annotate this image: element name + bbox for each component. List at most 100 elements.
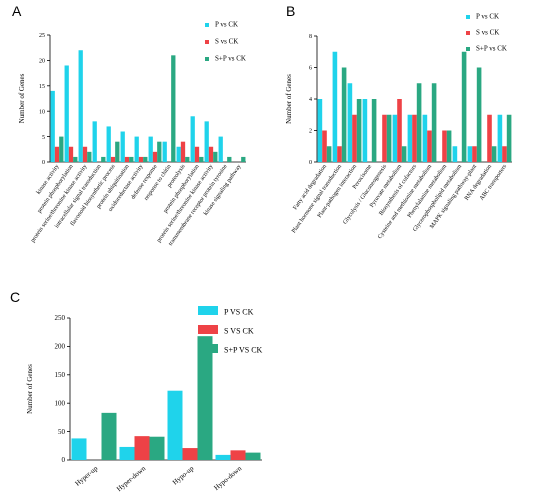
bar-sp (431, 83, 437, 162)
bar-p (78, 50, 83, 162)
bar-sp (245, 452, 261, 460)
y-tick-label: 20 (39, 59, 45, 65)
bar-p (422, 114, 428, 162)
bar-sp (416, 83, 422, 162)
bar-s (110, 156, 116, 162)
legend-label-p: P vs CK (215, 21, 238, 29)
bar-sp (199, 156, 204, 162)
bar-sp (241, 156, 246, 162)
bar-s (472, 146, 477, 162)
bar-sp (401, 146, 407, 162)
bar-sp (171, 55, 176, 162)
y-tick-label: 10 (39, 109, 45, 115)
chart-c: 0 50 100 150 200 250 Number of Genes Hyper-up Hy… (26, 306, 263, 493)
y-axis-title-c: Number of Genes (26, 364, 34, 414)
bar-sp (491, 146, 497, 162)
y-tick-label: 100 (55, 399, 66, 407)
y-tick-label: 200 (55, 343, 66, 351)
x-category-label: protein serine/threonine kinase activity (30, 164, 89, 244)
legend-swatch-p (198, 306, 218, 315)
bar-p (119, 446, 135, 460)
bar-s (182, 448, 198, 460)
bar-s (54, 146, 60, 162)
bar-p (497, 114, 503, 162)
bar-sp (476, 67, 482, 162)
bar-p (204, 121, 209, 162)
y-axis-title-b: Number of Genes (285, 74, 293, 124)
bar-s (427, 130, 432, 162)
legend-label-p: P VS CK (224, 308, 254, 317)
bar-s (352, 114, 357, 162)
x-category-label: Hypo-down (213, 464, 244, 492)
y-tick-label: 0 (42, 160, 45, 166)
bar-s (487, 114, 492, 162)
bar-p (120, 131, 125, 162)
bar-s (180, 141, 186, 162)
legend-label-sp: S+P vs CK (476, 45, 507, 53)
y-tick-label: 5 (42, 135, 45, 141)
bar-sp (341, 67, 347, 162)
bar-p (71, 438, 87, 460)
y-tick-label: 4 (309, 97, 312, 103)
legend-swatch-sp (466, 47, 470, 51)
y-tick-label: 2 (309, 129, 312, 135)
legend-swatch-sp (198, 344, 218, 353)
bar-sp (129, 156, 134, 162)
bar-s (208, 146, 214, 162)
bar-sp (115, 141, 120, 162)
bar-p (190, 116, 195, 162)
bar-sp (87, 151, 92, 162)
y-tick-label: 6 (309, 66, 312, 72)
bar-sp (386, 114, 392, 162)
bar-p (176, 146, 181, 162)
bar-sp (371, 99, 377, 162)
bar-sp (73, 156, 78, 162)
x-category-label: Hyper-up (74, 464, 100, 488)
legend-swatch-p (205, 23, 209, 27)
bar-sp (59, 136, 64, 162)
bar-sp (143, 156, 148, 162)
bar-p (392, 114, 398, 162)
bar-sp (213, 151, 218, 162)
legend-label-s: S VS CK (224, 327, 254, 336)
legend-swatch-sp (205, 57, 209, 61)
bar-p (218, 136, 223, 162)
bar-p (332, 51, 338, 162)
bar-p (467, 146, 473, 162)
legend-label-s: S vs CK (215, 38, 238, 46)
bar-p (148, 136, 153, 162)
legend-label-s: S vs CK (476, 29, 499, 37)
y-tick-label: 0 (62, 456, 66, 464)
bar-s (82, 146, 88, 162)
legend-label-sp: S+P VS CK (224, 346, 263, 355)
bar-s (412, 114, 417, 162)
x-category-label: Hypo-up (171, 464, 196, 486)
bar-sp (157, 141, 162, 162)
bar-s (382, 114, 387, 162)
y-tick-label: 150 (55, 371, 66, 379)
y-tick-label: 0 (309, 160, 312, 166)
bar-s (124, 156, 130, 162)
bar-sp (461, 51, 467, 162)
bar-s (397, 99, 402, 162)
bar-s (322, 130, 327, 162)
bar-sp (149, 436, 165, 460)
bar-p (317, 99, 323, 162)
legend-swatch-p (466, 15, 470, 19)
y-tick-label: 8 (309, 34, 312, 40)
bar-sp (185, 156, 190, 162)
bar-sp (227, 156, 232, 162)
bar-sp (356, 99, 362, 162)
panel-c-letter: C (10, 289, 20, 305)
x-category-label: Hyper-down (115, 464, 148, 493)
bar-sp (101, 412, 117, 460)
legend-label-p: P vs CK (476, 13, 499, 21)
bar-s (134, 436, 150, 460)
panel-b-letter: B (286, 3, 295, 19)
bar-sp (506, 114, 512, 162)
bar-p (134, 136, 139, 162)
bar-s (68, 146, 74, 162)
bar-s (152, 151, 158, 162)
